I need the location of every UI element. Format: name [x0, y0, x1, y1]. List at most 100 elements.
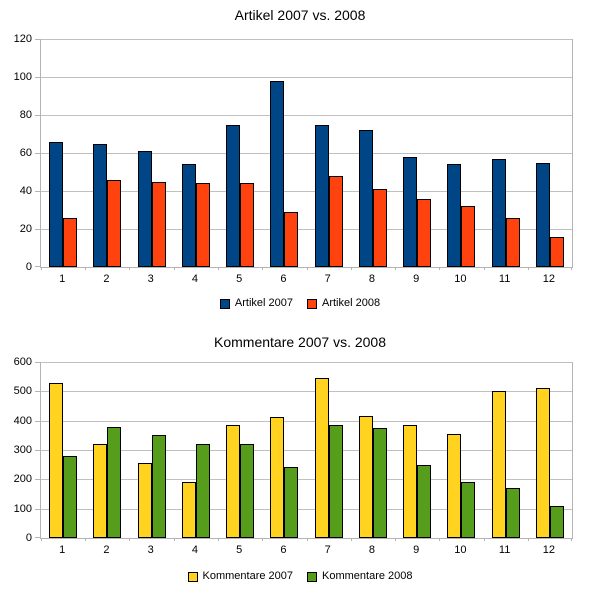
x-axis-tick-label: 8 — [368, 273, 375, 285]
x-axis-tick — [439, 267, 441, 270]
y-axis-tick — [35, 39, 40, 40]
x-axis-tick-label: 9 — [413, 273, 420, 285]
x-axis-tick-label: 12 — [542, 544, 555, 556]
y-axis-tick — [35, 115, 40, 117]
bar — [417, 198, 432, 267]
legend-entry: Kommentare 2008 — [307, 570, 413, 583]
gridline — [41, 77, 572, 78]
x-axis-tick — [527, 538, 529, 541]
x-axis-tick-label: 8 — [368, 544, 375, 556]
y-axis-tick-label: 40 — [19, 185, 32, 198]
bar — [417, 464, 432, 538]
legend-entry: Artikel 2007 — [219, 297, 293, 310]
x-axis-tick-label: 5 — [236, 273, 243, 285]
y-axis-tick — [35, 266, 40, 267]
x-axis-tick — [439, 538, 441, 541]
gridline — [41, 229, 572, 231]
bar — [151, 181, 166, 267]
bar — [535, 388, 550, 538]
bar — [461, 206, 476, 267]
x-axis-tick — [262, 267, 264, 270]
bar — [314, 124, 329, 267]
bar — [270, 417, 285, 538]
bar — [240, 183, 255, 267]
y-axis: 0 100 200 300 400 500 600 — [0, 356, 32, 544]
bar — [491, 391, 506, 538]
bar — [93, 143, 108, 267]
bar — [137, 463, 152, 538]
bar — [195, 444, 210, 538]
x-axis-tick — [350, 538, 352, 541]
legend-swatch — [187, 571, 198, 582]
bar — [328, 175, 343, 267]
bar — [447, 164, 462, 267]
legend-entry: Artikel 2008 — [307, 297, 380, 310]
y-axis-tick — [35, 420, 40, 422]
x-axis-tick-label: 4 — [191, 544, 198, 556]
bar — [107, 427, 122, 538]
x-axis-tick-label: 6 — [280, 544, 287, 556]
y-axis-tick-label: 100 — [13, 71, 32, 83]
x-axis-tick — [217, 538, 219, 541]
legend-label: Artikel 2008 — [322, 297, 381, 309]
gridline — [41, 420, 572, 422]
x-axis-tick — [306, 267, 308, 270]
bar — [107, 179, 122, 267]
y-axis-tick — [35, 391, 40, 393]
x-axis-tick — [41, 267, 42, 270]
x-axis-tick-label: 1 — [59, 273, 66, 285]
x-axis-tick-label: 10 — [454, 273, 467, 285]
y-axis-tick-label: 80 — [19, 109, 32, 122]
gridline — [41, 479, 572, 481]
y-axis-tick — [35, 537, 40, 538]
bar — [270, 80, 285, 267]
gridline — [41, 362, 572, 363]
y-axis: 0 20 40 60 80 100 120 — [0, 33, 32, 273]
bar — [447, 433, 462, 538]
bar — [328, 425, 343, 538]
x-axis-tick-label: 3 — [147, 544, 154, 556]
kommentare-chart: Kommentare 2007 vs. 2008 0 100 200 300 400 50… — [0, 330, 600, 600]
bar — [137, 151, 152, 267]
gridline — [41, 191, 572, 193]
gridline — [41, 391, 572, 393]
legend-entry: Kommentare 2007 — [187, 570, 293, 583]
gridline — [41, 115, 572, 117]
x-axis-tick — [85, 267, 87, 270]
bar — [63, 455, 78, 538]
bar — [403, 425, 418, 538]
bar — [491, 158, 506, 267]
chart-title: Artikel 2007 vs. 2008 — [234, 7, 366, 23]
x-axis-tick — [129, 538, 131, 541]
y-axis-tick-label: 100 — [13, 502, 32, 515]
chart-title: Kommentare 2007 vs. 2008 — [214, 334, 386, 350]
y-axis-tick-label: 120 — [13, 33, 32, 45]
bar — [226, 425, 241, 538]
x-axis-tick — [350, 267, 352, 270]
y-axis-tick — [35, 508, 40, 510]
x-axis-tick — [85, 538, 87, 541]
bar — [535, 162, 550, 267]
y-axis-tick-label: 60 — [19, 147, 32, 159]
x-axis-tick — [262, 538, 264, 541]
legend-swatch — [219, 298, 230, 309]
bar — [151, 435, 166, 538]
x-axis-tick — [129, 267, 131, 270]
x-axis-tick-label: 7 — [324, 544, 331, 556]
bar — [226, 124, 241, 267]
x-axis-tick-label: 12 — [542, 273, 555, 285]
bar — [461, 482, 476, 538]
x-axis-tick-label: 9 — [413, 544, 420, 556]
legend: Artikel 2007 Artikel 2008 — [0, 297, 600, 310]
bar — [505, 488, 520, 538]
y-axis-tick-label: 400 — [13, 414, 32, 427]
bar — [403, 156, 418, 267]
gridline — [41, 153, 572, 154]
bar — [284, 466, 299, 538]
x-axis-tick — [394, 267, 396, 270]
y-axis-tick — [35, 229, 40, 231]
x-axis-tick-label: 7 — [324, 273, 331, 285]
x-axis-tick — [394, 538, 396, 541]
bar — [549, 236, 564, 267]
